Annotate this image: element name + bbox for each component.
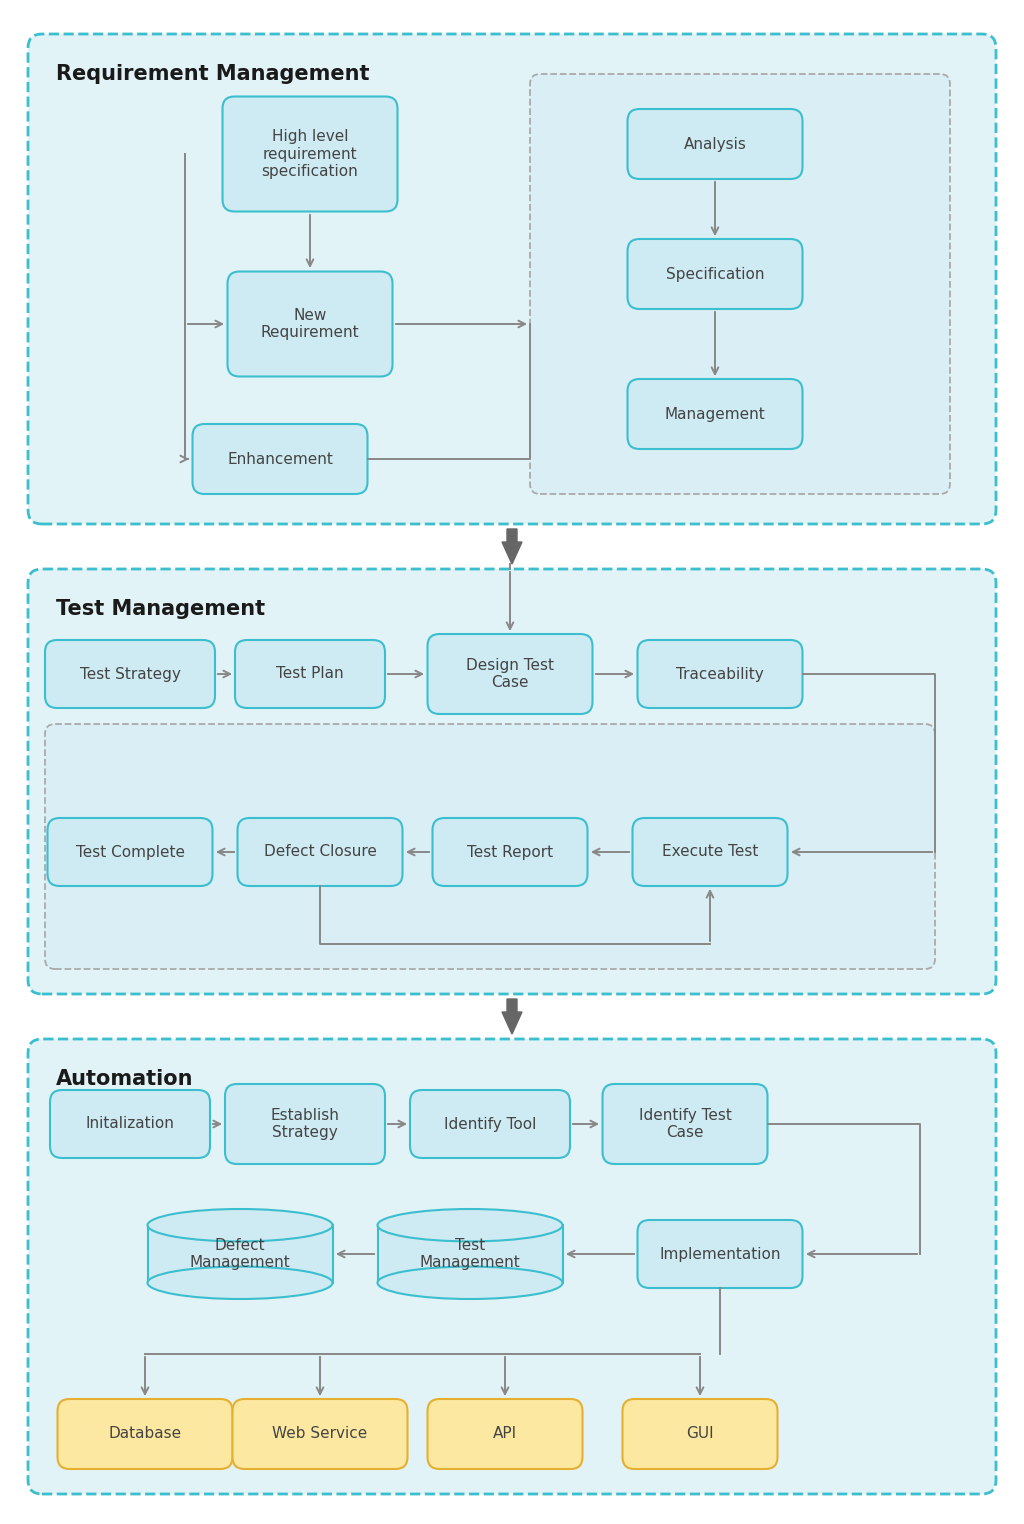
Text: Requirement Management: Requirement Management (56, 64, 370, 84)
FancyBboxPatch shape (427, 634, 593, 715)
Ellipse shape (147, 1209, 333, 1242)
FancyBboxPatch shape (238, 818, 402, 885)
Text: Enhancement: Enhancement (227, 451, 333, 466)
FancyBboxPatch shape (638, 640, 803, 709)
FancyBboxPatch shape (57, 1399, 232, 1469)
Text: Web Service: Web Service (272, 1426, 368, 1442)
Text: Execute Test: Execute Test (662, 844, 758, 860)
FancyBboxPatch shape (628, 239, 803, 309)
Text: Automation: Automation (56, 1068, 194, 1090)
FancyBboxPatch shape (602, 1084, 768, 1164)
FancyBboxPatch shape (628, 379, 803, 450)
Text: Database: Database (109, 1426, 181, 1442)
Text: Test Management: Test Management (56, 599, 265, 619)
Text: Test Strategy: Test Strategy (80, 666, 180, 681)
Polygon shape (502, 529, 522, 564)
FancyBboxPatch shape (28, 34, 996, 524)
FancyBboxPatch shape (234, 640, 385, 709)
FancyBboxPatch shape (633, 818, 787, 885)
Bar (378, 1225, 562, 1283)
FancyBboxPatch shape (628, 110, 803, 178)
Ellipse shape (378, 1266, 562, 1298)
FancyBboxPatch shape (45, 640, 215, 709)
FancyBboxPatch shape (28, 568, 996, 994)
Ellipse shape (378, 1209, 562, 1242)
FancyBboxPatch shape (530, 75, 950, 494)
FancyBboxPatch shape (432, 818, 588, 885)
FancyBboxPatch shape (222, 96, 397, 212)
FancyBboxPatch shape (225, 1084, 385, 1164)
FancyBboxPatch shape (623, 1399, 777, 1469)
Text: Test Plan: Test Plan (276, 666, 344, 681)
Text: Test Report: Test Report (467, 844, 553, 860)
FancyBboxPatch shape (410, 1090, 570, 1158)
Text: Implementation: Implementation (659, 1247, 780, 1262)
FancyBboxPatch shape (28, 1039, 996, 1494)
Text: Traceability: Traceability (676, 666, 764, 681)
Text: Initalization: Initalization (86, 1117, 174, 1131)
FancyBboxPatch shape (427, 1399, 583, 1469)
Ellipse shape (147, 1266, 333, 1298)
Text: Analysis: Analysis (684, 137, 746, 151)
FancyBboxPatch shape (50, 1090, 210, 1158)
Text: High level
requirement
specification: High level requirement specification (261, 130, 358, 178)
FancyBboxPatch shape (193, 424, 368, 494)
Text: Design Test
Case: Design Test Case (466, 658, 554, 690)
FancyBboxPatch shape (227, 271, 392, 376)
Text: Specification: Specification (666, 267, 764, 282)
Text: Management: Management (665, 407, 765, 422)
FancyBboxPatch shape (47, 818, 213, 885)
FancyBboxPatch shape (45, 724, 935, 969)
Polygon shape (502, 1000, 522, 1033)
Text: Test
Management: Test Management (420, 1237, 520, 1269)
FancyBboxPatch shape (638, 1221, 803, 1288)
Text: API: API (493, 1426, 517, 1442)
FancyBboxPatch shape (232, 1399, 408, 1469)
Bar (147, 1225, 333, 1283)
Text: Defect Closure: Defect Closure (263, 844, 377, 860)
Text: GUI: GUI (686, 1426, 714, 1442)
Text: Identify Tool: Identify Tool (443, 1117, 537, 1131)
Text: Test Complete: Test Complete (76, 844, 184, 860)
Text: Defect
Management: Defect Management (189, 1237, 291, 1269)
Text: New
Requirement: New Requirement (261, 308, 359, 340)
Text: Establish
Strategy: Establish Strategy (270, 1108, 339, 1140)
Text: Identify Test
Case: Identify Test Case (639, 1108, 731, 1140)
